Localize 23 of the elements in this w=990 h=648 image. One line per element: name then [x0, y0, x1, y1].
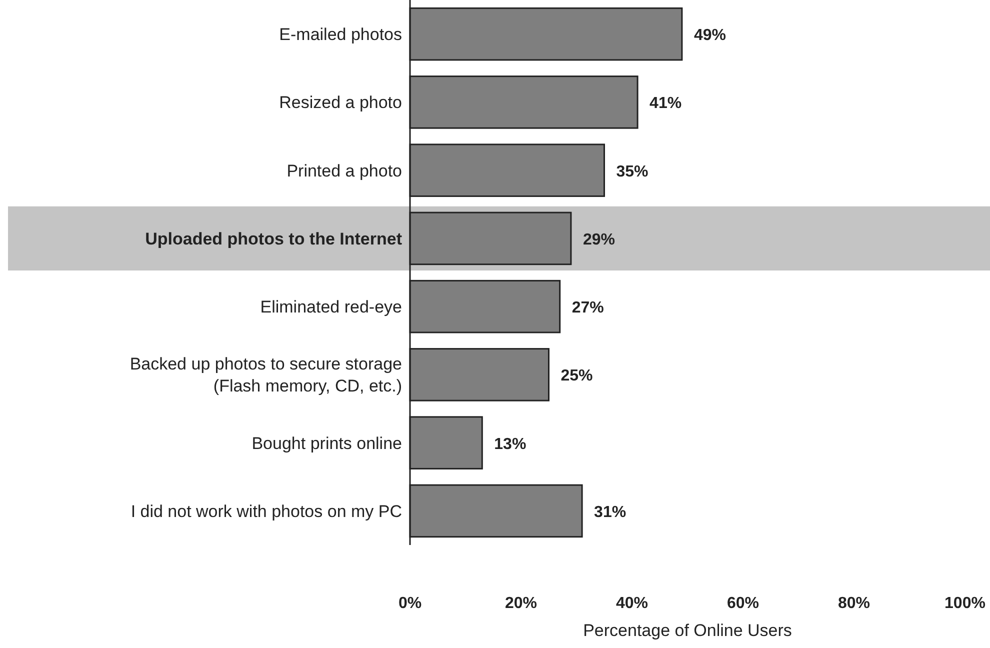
- x-tick-label: 0%: [398, 595, 422, 612]
- data-label: 13%: [494, 436, 526, 453]
- x-tick-label: 60%: [726, 595, 760, 612]
- y-tick-label: E-mailed photos: [279, 25, 402, 44]
- x-tick-label: 20%: [504, 595, 538, 612]
- x-tick-label: 40%: [616, 595, 648, 612]
- y-tick-label: Uploaded photos to the Internet: [145, 229, 402, 248]
- data-label: 49%: [694, 27, 726, 44]
- data-label: 41%: [650, 95, 682, 112]
- data-label: 25%: [560, 368, 593, 385]
- data-label: 27%: [572, 300, 604, 317]
- y-tick-label: Bought prints online: [252, 434, 402, 453]
- x-axis-title: Percentage of Online Users: [583, 621, 792, 640]
- y-tick-label: Backed up photos to secure storage (Flash memory, CD, etc.): [130, 354, 402, 396]
- y-tick-label: Resized a photo: [279, 93, 402, 112]
- y-tick-label: I did not work with photos on my PC: [130, 502, 402, 521]
- y-tick-label: Printed a photo: [286, 161, 402, 180]
- x-tick-label: 100%: [944, 595, 986, 612]
- y-tick-label: Eliminated red-eye: [260, 298, 402, 317]
- x-tick-label: 80%: [838, 595, 870, 612]
- data-label: 35%: [616, 163, 648, 180]
- data-label: 31%: [594, 504, 626, 521]
- data-label: 29%: [582, 231, 615, 248]
